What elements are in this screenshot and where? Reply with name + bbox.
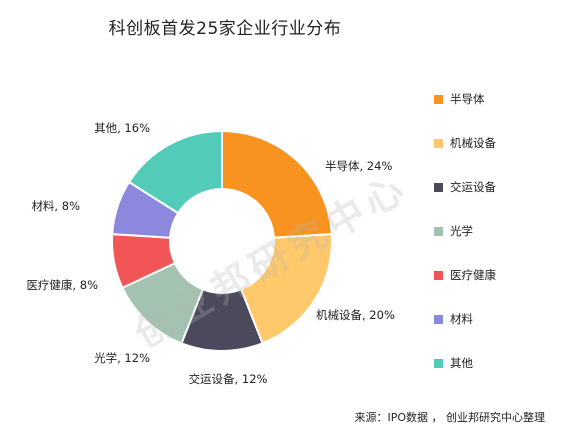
legend-label: 材料	[450, 312, 473, 326]
legend-label: 半导体	[450, 92, 485, 106]
data-label-5: 材料, 8%	[31, 199, 80, 213]
legend-item-0: 半导体	[434, 89, 496, 109]
source-note: 来源：IPO数据 ， 创业邦研究中心整理	[354, 411, 545, 424]
legend-item-5: 材料	[434, 309, 496, 329]
legend-item-6: 其他	[434, 353, 496, 373]
chart-legend: 半导体机械设备交运设备光学医疗健康材料其他	[434, 89, 496, 397]
legend-label: 其他	[450, 356, 473, 370]
legend-item-1: 机械设备	[434, 133, 496, 153]
legend-item-3: 光学	[434, 221, 496, 241]
legend-swatch	[434, 182, 443, 192]
data-label-1: 机械设备, 20%	[316, 308, 395, 322]
legend-label: 医疗健康	[450, 268, 496, 282]
legend-swatch	[434, 94, 443, 104]
data-label-4: 医疗健康, 8%	[26, 278, 98, 292]
data-label-6: 其他, 16%	[94, 121, 150, 135]
data-label-0: 半导体, 24%	[325, 159, 392, 173]
legend-item-4: 医疗健康	[434, 265, 496, 285]
pie-slice-0	[221, 129, 333, 239]
legend-swatch	[434, 270, 443, 280]
legend-label: 机械设备	[450, 136, 496, 150]
legend-label: 交运设备	[450, 180, 496, 194]
chart-title: 科创板首发25家企业行业分布	[108, 19, 342, 39]
legend-label: 光学	[450, 224, 473, 238]
legend-swatch	[434, 226, 443, 236]
data-label-2: 交运设备, 12%	[189, 372, 268, 386]
legend-swatch	[434, 358, 443, 368]
legend-swatch	[434, 314, 443, 324]
legend-item-2: 交运设备	[434, 177, 496, 197]
pie-slice-6	[127, 129, 223, 215]
pie-slice-1	[239, 233, 333, 345]
legend-swatch	[434, 138, 443, 148]
data-label-3: 光学, 12%	[94, 351, 150, 365]
